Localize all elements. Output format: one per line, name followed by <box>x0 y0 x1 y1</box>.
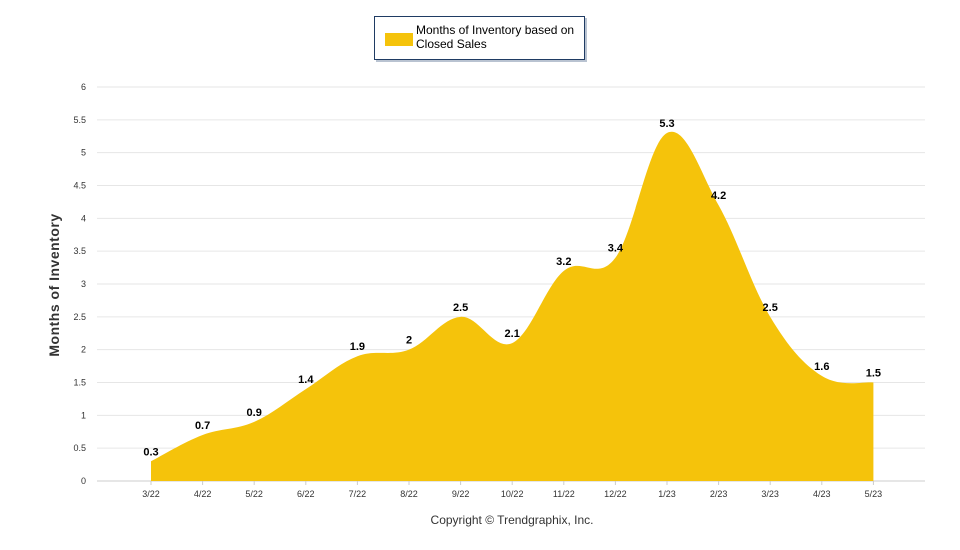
x-tick-label: 3/22 <box>142 489 160 499</box>
x-tick-label: 10/22 <box>501 489 524 499</box>
y-tick-label: 5.5 <box>73 115 86 125</box>
y-tick-label: 4 <box>81 213 86 223</box>
area-fill <box>151 131 874 481</box>
x-tick-label: 11/22 <box>553 489 575 499</box>
data-label: 2 <box>406 335 412 347</box>
y-tick-label: 0 <box>81 476 86 486</box>
x-tick-label: 9/22 <box>452 489 470 499</box>
x-tick-label: 5/23 <box>865 489 883 499</box>
y-tick-label: 3.5 <box>73 246 86 256</box>
x-tick-label: 7/22 <box>349 489 367 499</box>
y-tick-label: 2 <box>81 345 86 355</box>
data-label: 3.2 <box>556 256 571 268</box>
y-tick-label: 1 <box>81 410 86 420</box>
data-label: 1.4 <box>298 374 314 386</box>
data-label: 1.6 <box>814 361 829 373</box>
data-label: 2.1 <box>505 328 520 340</box>
chart-legend: Months of Inventory based on Closed Sale… <box>374 16 585 60</box>
x-tick-label: 2/23 <box>710 489 728 499</box>
x-tick-label: 3/23 <box>761 489 779 499</box>
data-label: 0.9 <box>247 407 262 419</box>
copyright-text: Copyright © Trendgraphix, Inc. <box>431 513 594 527</box>
x-tick-label: 5/22 <box>245 489 263 499</box>
y-axis-ticks: 0 0.5 1 1.5 2 2.5 3 3.5 4 4.5 5 5.5 6 <box>73 82 86 486</box>
y-tick-label: 0.5 <box>73 443 86 453</box>
data-label: 5.3 <box>659 118 674 130</box>
y-tick-label: 5 <box>81 148 86 158</box>
y-tick-label: 3 <box>81 279 86 289</box>
x-tick-label: 4/23 <box>813 489 831 499</box>
data-label: 1.5 <box>866 368 881 380</box>
data-label: 1.9 <box>350 341 365 353</box>
data-label: 0.3 <box>143 446 158 458</box>
data-labels: 0.3 0.7 0.9 1.4 1.9 2 2.5 2.1 3.2 3.4 5.3 4.2 2.5 1.6… <box>143 118 881 458</box>
x-tick-label: 4/22 <box>194 489 212 499</box>
x-axis-ticks: 3/22 4/22 5/22 6/22 7/22 8/22 9/22 10/22 11/22 12… <box>142 481 882 499</box>
y-tick-label: 1.5 <box>73 378 86 388</box>
data-label: 4.2 <box>711 190 726 202</box>
y-tick-label: 4.5 <box>73 181 86 191</box>
data-label: 3.4 <box>608 243 624 255</box>
y-axis-title: Months of Inventory <box>46 213 62 356</box>
x-tick-label: 6/22 <box>297 489 315 499</box>
y-tick-label: 2.5 <box>73 312 86 322</box>
x-tick-label: 8/22 <box>400 489 418 499</box>
legend-swatch <box>385 33 413 46</box>
data-label: 2.5 <box>453 302 468 314</box>
x-tick-label: 12/22 <box>604 489 627 499</box>
legend-label: Months of Inventory based on Closed Sale… <box>416 23 575 51</box>
area-series <box>151 131 874 481</box>
data-label: 2.5 <box>763 302 778 314</box>
y-tick-label: 6 <box>81 82 86 92</box>
data-label: 0.7 <box>195 420 210 432</box>
x-tick-label: 1/23 <box>658 489 676 499</box>
